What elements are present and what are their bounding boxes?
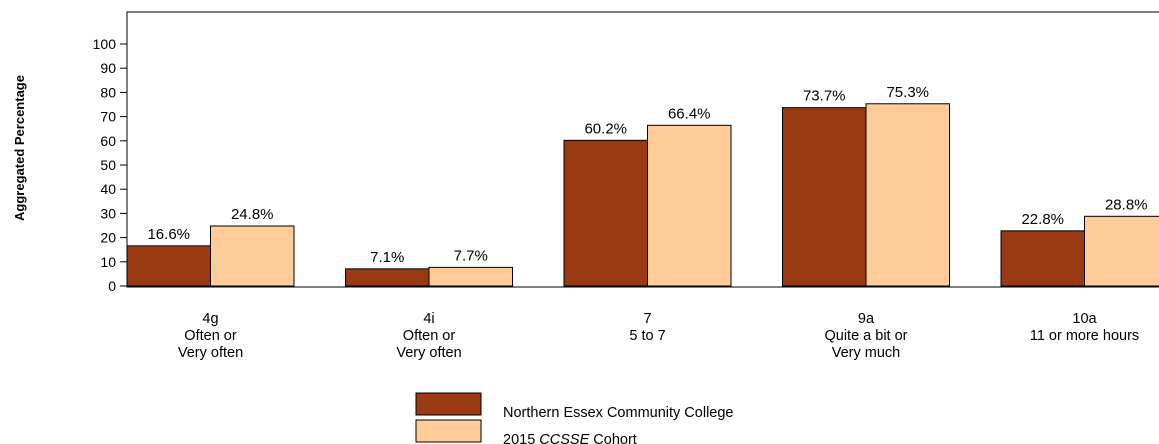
- y-tick-label: 30: [100, 205, 116, 221]
- y-tick-label: 100: [93, 36, 117, 52]
- y-tick-label: 20: [100, 230, 116, 246]
- data-label: 24.8%: [231, 206, 274, 223]
- legend-label-part-italic: CCSSE: [539, 432, 589, 444]
- bar-series-1-4: [1000, 230, 1085, 287]
- y-tick-label: 70: [100, 109, 116, 125]
- y-tick-label: 10: [100, 254, 116, 270]
- x-category-label: Often or: [403, 328, 456, 344]
- y-tick-label: 60: [100, 133, 116, 149]
- bar-series-2-0: [210, 225, 295, 287]
- legend-swatch-series-2: [415, 419, 482, 443]
- legend-label-part: Cohort: [589, 432, 637, 444]
- bar-series-2-2: [647, 124, 732, 287]
- x-category-label: Quite a bit or: [824, 328, 907, 344]
- x-category-label: 9a: [858, 311, 875, 327]
- x-category-label: 4g: [202, 311, 218, 327]
- legend-label-part: 2015: [503, 432, 539, 444]
- bar-series-1-0: [126, 245, 211, 287]
- bar-series-1-1: [345, 268, 430, 287]
- x-category-label: 5 to 7: [629, 328, 665, 344]
- legend-swatch-series-1: [415, 392, 482, 416]
- data-label: 16.6%: [147, 226, 190, 243]
- bar-series-1-2: [563, 139, 648, 287]
- x-category-label: 7: [643, 311, 651, 327]
- legend-label-series-1: Northern Essex Community College: [503, 405, 733, 421]
- bars-group: 16.6% 7.1% 60.2% 73.7% 22.8% 24.8% 7.7% 66.4% 75…: [126, 84, 1159, 287]
- bar-series-2-3: [865, 103, 950, 287]
- x-category-label: Often or: [184, 328, 237, 344]
- y-tick-label: 90: [100, 60, 116, 76]
- y-tick-label: 40: [100, 181, 116, 197]
- y-axis: 0 10 20 30 40 50 60 70 80 90 100: [93, 36, 127, 294]
- x-category-label: 10a: [1072, 311, 1097, 327]
- data-label: 60.2%: [584, 120, 627, 137]
- x-category-label: 11 or more hours: [1030, 328, 1139, 344]
- bar-series-2-4: [1084, 215, 1159, 287]
- data-label: 73.7%: [803, 88, 846, 105]
- data-label: 66.4%: [668, 105, 711, 122]
- data-label: 7.1%: [370, 249, 404, 266]
- bar-series-2-1: [428, 266, 513, 287]
- plot-frame: [126, 11, 1159, 288]
- bar-series-1-3: [782, 107, 867, 287]
- legend: Northern Essex Community College 2015 CC…: [415, 392, 733, 444]
- legend-label-series-2: 2015 CCSSE Cohort: [503, 432, 637, 444]
- data-label: 22.8%: [1021, 211, 1064, 228]
- y-tick-label: 0: [108, 278, 116, 294]
- x-category-label: Very often: [178, 345, 243, 361]
- x-category-label: Very often: [396, 345, 461, 361]
- data-label: 7.7%: [454, 247, 488, 264]
- y-tick-label: 50: [100, 157, 116, 173]
- data-label: 28.8%: [1105, 196, 1148, 213]
- x-category-label: Very much: [832, 345, 901, 361]
- y-axis-title: Aggregated Percentage: [12, 75, 27, 221]
- data-label: 75.3%: [886, 84, 929, 101]
- x-category-label: 4i: [423, 311, 434, 327]
- y-tick-label: 80: [100, 84, 116, 100]
